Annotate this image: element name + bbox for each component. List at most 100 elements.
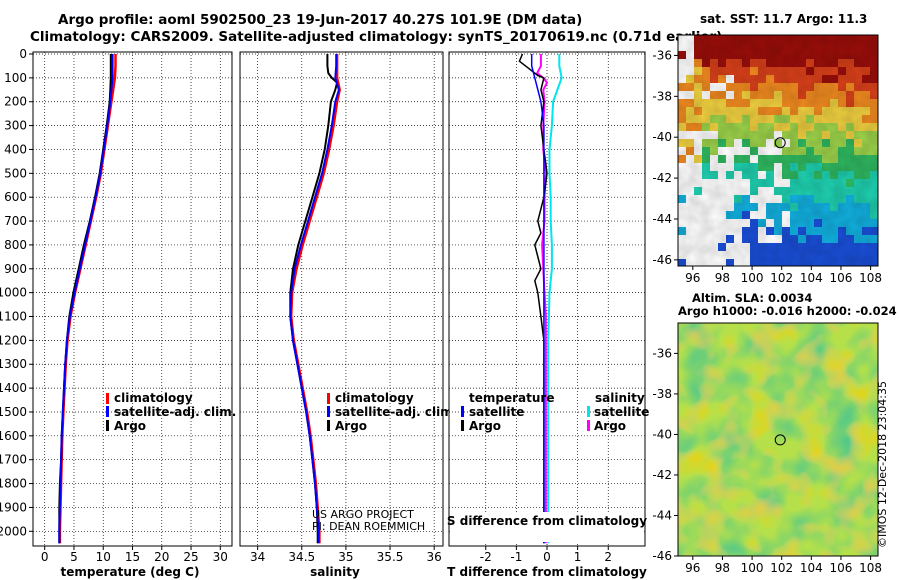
- series-t-argo: [518, 53, 548, 544]
- lat-tick-label: -36: [652, 346, 672, 360]
- salinity-grid: [240, 52, 443, 546]
- series-satellite-adj-clim-: [58, 54, 114, 544]
- lat-tick-label: -36: [652, 48, 672, 62]
- lon-tick-label: 96: [685, 561, 700, 575]
- legend-swatch-satellite: [327, 406, 330, 417]
- lat-tick-label: -38: [652, 387, 672, 401]
- x-tick-label: 34: [250, 550, 265, 564]
- s-axis-background: [452, 512, 642, 542]
- x-tick-label: 2: [604, 550, 612, 564]
- legend-s-satellite: satellite: [594, 405, 649, 419]
- temperature-lines: [58, 54, 117, 544]
- depth-y-ticks: 0 100 200 300 400 500 600 700 800 900 1000 1100 1200…: [0, 47, 33, 538]
- y-tick-label: 1600: [0, 429, 27, 443]
- salinity-lines: [289, 54, 341, 544]
- y-tick-label: 900: [4, 262, 27, 276]
- lon-tick-label: 98: [715, 561, 730, 575]
- lat-tick-label: -40: [652, 427, 672, 441]
- y-tick-label: 400: [4, 142, 27, 156]
- y-tick-label: 1700: [0, 453, 27, 467]
- y-tick-label: 1900: [0, 500, 27, 514]
- x-tick-label: 30: [213, 550, 228, 564]
- sla-map: 96 98 100 102 104 106 108 -36 -38 -40 -42 -44 -46: [652, 322, 882, 575]
- y-tick-label: 300: [4, 119, 27, 133]
- legend-t-satellite: satellite: [469, 405, 524, 419]
- sla-map-frame: [677, 322, 879, 557]
- credit-pi: PI: DEAN ROEMMICH: [312, 520, 425, 533]
- figure-title-line1: Argo profile: aoml 5902500_23 19-Jun-201…: [58, 12, 583, 28]
- sla-map-subtitle: Argo h1000: -0.016 h2000: -0.024: [678, 304, 897, 318]
- lat-tick-label: -46: [652, 549, 672, 563]
- legend-t-argo: Argo: [469, 419, 501, 433]
- y-tick-label: 1800: [0, 477, 27, 491]
- legend-swatch-s-argo: [587, 420, 590, 431]
- y-tick-label: 500: [4, 166, 27, 180]
- lat-tick-label: -44: [652, 212, 672, 226]
- sst-map-lon-ticks: 96 98 100 102 104 106 108: [685, 266, 882, 285]
- x-tick-label: 10: [96, 550, 111, 564]
- legend-swatch-satellite: [106, 406, 109, 417]
- sst-map-frame: [677, 34, 879, 267]
- lon-tick-label: 104: [800, 271, 823, 285]
- lon-tick-label: 108: [859, 561, 882, 575]
- lon-tick-label: 96: [685, 271, 700, 285]
- sla-map-title: Altim. SLA: 0.0034: [692, 291, 813, 305]
- y-tick-label: 600: [4, 190, 27, 204]
- lon-tick-label: 102: [770, 561, 793, 575]
- legend-temperature-title: temperature: [469, 391, 554, 405]
- legend-climatology: climatology: [114, 391, 193, 405]
- t-difference-x-label: T difference from climatology: [447, 565, 647, 579]
- temperature-legend: climatology satellite-adj. clim. Argo: [106, 391, 236, 433]
- sst-map-texture: [678, 35, 878, 266]
- legend-swatch-t-satellite: [461, 406, 464, 417]
- salinity-x-ticks: 34 34.5 35 35.5 36: [250, 546, 442, 564]
- float-position-marker: [774, 434, 786, 446]
- sla-map-lat-ticks: -36 -38 -40 -42 -44 -46: [652, 346, 678, 563]
- legend-climatology: climatology: [335, 391, 414, 405]
- temperature-panel: 0 5 10 15 20 25 30 0 100 200 300 400 500 600 700 800 90…: [0, 47, 236, 579]
- s-difference-label: S difference from climatology: [447, 514, 647, 528]
- difference-legend: temperature satellite Argo salinity sate…: [461, 391, 649, 433]
- difference-lines: [518, 53, 563, 544]
- figure-title-line2: Climatology: CARS2009. Satellite-adjuste…: [30, 29, 723, 45]
- lon-tick-label: 108: [859, 271, 882, 285]
- legend-s-argo: Argo: [594, 419, 626, 433]
- difference-grid: [449, 52, 645, 546]
- salinity-x-label: salinity: [310, 565, 360, 579]
- legend-satellite: satellite-adj. clim.: [114, 405, 236, 419]
- lat-tick-label: -42: [652, 468, 672, 482]
- salinity-legend: climatology satellite-adj. clim. Argo: [327, 391, 457, 433]
- legend-argo: Argo: [335, 419, 367, 433]
- legend-swatch-climatology: [327, 393, 330, 404]
- series-satellite-adj-clim-: [289, 54, 340, 544]
- y-tick-label: 1500: [0, 405, 27, 419]
- y-tick-label: 800: [4, 238, 27, 252]
- y-tick-label: 0: [19, 47, 27, 61]
- sst-map: 96 98 100 102 104 106 108 -36 -38 -40 -42 -44 -46: [652, 34, 882, 285]
- credit-project: US ARGO PROJECT: [312, 508, 414, 521]
- lat-tick-label: -46: [652, 253, 672, 267]
- x-tick-label: 15: [125, 550, 140, 564]
- y-tick-label: 200: [4, 95, 27, 109]
- lon-tick-label: 100: [741, 561, 764, 575]
- t-difference-x-ticks: -2 -1 0 1 2: [480, 546, 612, 564]
- legend-argo: Argo: [114, 419, 146, 433]
- series-t-satellite: [530, 54, 545, 544]
- legend-swatch-argo: [106, 420, 109, 431]
- legend-salinity-title: salinity: [595, 391, 645, 405]
- legend-swatch-t-argo: [461, 420, 464, 431]
- y-tick-label: 100: [4, 71, 27, 85]
- x-tick-label: 20: [154, 550, 169, 564]
- sla-map-lon-ticks: 96 98 100 102 104 106 108: [685, 556, 882, 575]
- x-tick-label: 34.5: [288, 550, 315, 564]
- sst-map-title: sat. SST: 11.7 Argo: 11.3: [700, 12, 868, 26]
- salinity-axes-box: [239, 51, 444, 547]
- x-tick-label: 35.5: [377, 550, 404, 564]
- y-tick-label: 2000: [0, 524, 27, 538]
- temperature-x-ticks: 0 5 10 15 20 25 30: [41, 546, 228, 564]
- sla-map-anomaly-pattern: [678, 323, 878, 556]
- legend-satellite: satellite-adj. clim.: [335, 405, 457, 419]
- lon-tick-label: 106: [830, 561, 853, 575]
- y-tick-label: 1400: [0, 381, 27, 395]
